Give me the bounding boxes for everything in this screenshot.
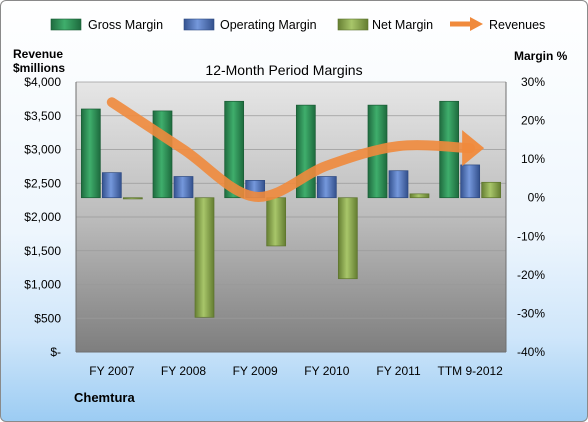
right-axis-title: Margin % [514,49,568,63]
operating-margin-bar [101,172,122,199]
legend-label-revenues: Revenues [489,18,545,32]
left-axis-title-line-1: Revenue [13,47,63,61]
legend-item-operating-margin: Operating Margin [183,18,317,32]
right-tick-label: -10% [517,229,545,243]
category-label: FY 2007 [89,364,134,378]
left-tick-labels: $- $500 $1,000 $1,500 $2,000 $2,500 $3,000 $3,5… [24,75,61,359]
left-tick-label: $2,000 [24,210,61,224]
chart-title: 12-Month Period Margins [205,62,362,78]
left-tick-label: $500 [34,311,61,325]
left-tick-label: $- [50,345,61,359]
category-label: TTM 9-2012 [437,364,503,378]
category-label: FY 2010 [304,364,349,378]
gross-margin-bar [152,110,173,199]
operating-margin-bar [173,176,194,199]
legend-label-gross-margin: Gross Margin [88,18,163,32]
right-tick-label: -30% [517,306,545,320]
net-margin-bar [409,193,430,199]
revenues-arrowhead [462,130,485,167]
legend-item-gross-margin: Gross Margin [50,18,163,32]
net-margin-bar [266,197,287,247]
operating-margin-bar [388,170,409,199]
left-tick-label: $2,500 [24,176,61,190]
right-tick-label: 20% [521,114,545,128]
left-tick-label: $1,000 [24,278,61,292]
category-label: FY 2008 [161,364,206,378]
category-label: FY 2011 [376,364,421,378]
legend-label-net-margin: Net Margin [372,18,433,32]
left-tick-label: $1,500 [24,244,61,258]
operating-margin-bar [316,176,337,199]
legend-item-revenues: Revenues [450,17,545,32]
legend-label-operating-margin: Operating Margin [220,18,317,32]
right-tick-label: -40% [517,345,545,359]
category-labels: FY 2007 FY 2008 FY 2009 FY 2010 FY 2011 TTM 9… [89,364,503,378]
left-tick-label: $4,000 [24,75,61,89]
legend: Gross Margin Operating Margin Net Margin… [50,17,545,32]
category-label: FY 2009 [233,364,278,378]
operating-margin-bar [460,164,481,199]
right-tick-label: 30% [521,75,545,89]
net-margin-bar [194,197,215,318]
company-name: Chemtura [74,390,135,405]
gross-margin-bar [224,100,245,199]
right-tick-labels: -40% -30% -20% -10% 0% 10% 20% 30% [517,75,545,359]
gross-margin-bar [80,108,101,199]
left-tick-label: $3,000 [24,143,61,157]
axes [75,82,507,353]
legend-item-net-margin: Net Margin [337,18,433,32]
left-axis-title-line-2: $millions [13,61,65,75]
revenues-line [106,97,476,202]
right-tick-label: 10% [521,152,545,166]
net-margin-bar [337,197,358,280]
revenue-line [106,97,485,202]
net-margin-bar [122,197,143,200]
right-tick-label: 0% [528,191,546,205]
right-tick-label: -20% [517,268,545,282]
left-tick-label: $3,500 [24,109,61,123]
net-margin-bar [481,181,502,199]
